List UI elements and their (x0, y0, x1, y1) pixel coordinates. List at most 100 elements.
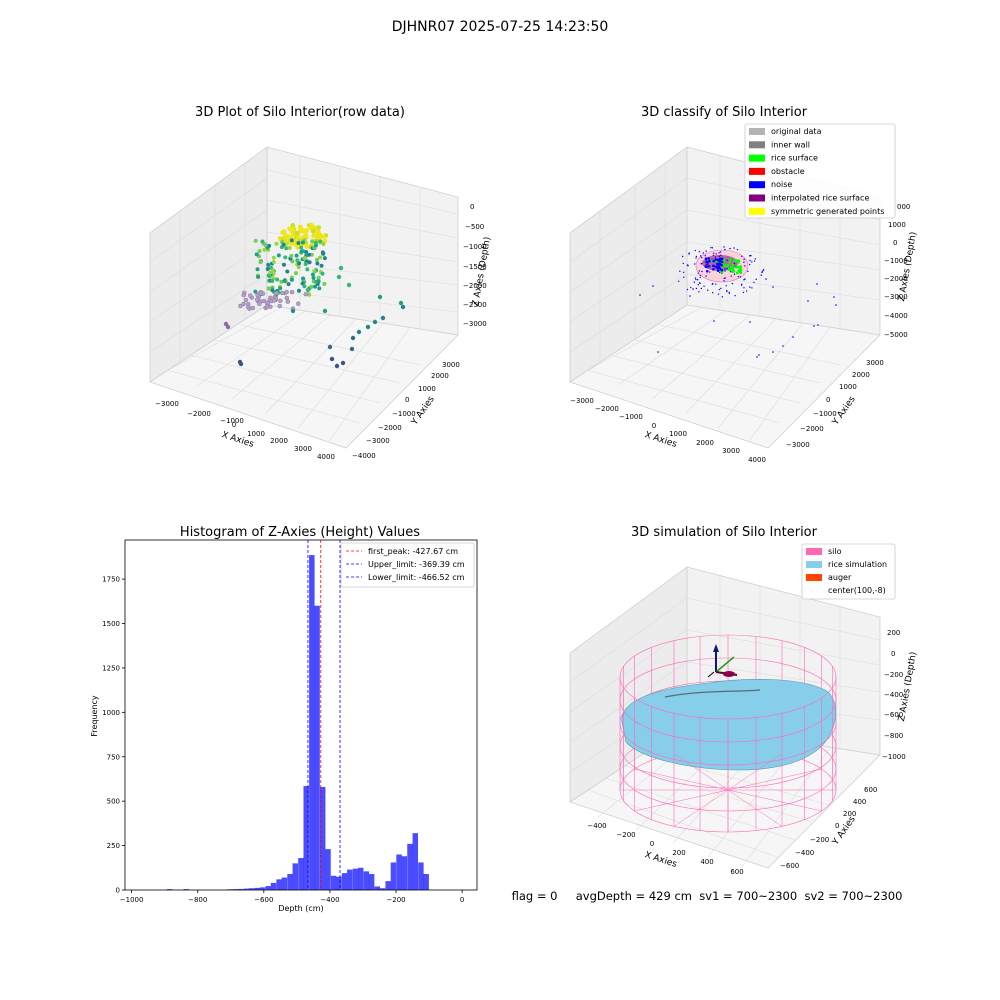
classify-point (743, 258, 745, 261)
classify-z-tick: −4000 (884, 312, 908, 320)
auger-and-axes-marker (707, 644, 738, 678)
classify-point (652, 285, 654, 287)
histogram-bar (374, 886, 380, 890)
raw-point (270, 278, 275, 283)
simulation-x-tick: −400 (587, 822, 606, 830)
classify-point (688, 253, 690, 255)
histogram-bar (166, 889, 173, 890)
classify-point (733, 247, 735, 249)
classify-point (720, 254, 722, 256)
classify-point (682, 271, 685, 274)
legend-swatch (749, 128, 765, 135)
raw-point (247, 293, 253, 298)
classify-point (749, 286, 751, 288)
classify-point (762, 268, 765, 271)
raw-point (322, 281, 327, 286)
classify-point (714, 256, 717, 258)
raw-point (304, 249, 309, 254)
histogram-x-ticks: −1000 −800 −600 −400 −200 0 (120, 890, 464, 904)
classify-point (707, 289, 709, 291)
simulation-y-label: Y Axies (830, 814, 858, 847)
histogram-bar (320, 786, 326, 890)
classify-point (703, 285, 705, 287)
raw-y-tick: −1000 (392, 410, 416, 418)
raw-z-tick: −1500 (463, 263, 487, 271)
simulation-legend-items: silo rice simulation auger center(100,-8) (806, 547, 887, 595)
classify-point (692, 288, 694, 290)
raw-y-tick: −4000 (352, 452, 376, 460)
raw-point (398, 300, 404, 306)
raw-point (267, 274, 272, 279)
classify-point (835, 304, 837, 306)
raw-point (271, 271, 276, 276)
simulation-x-ticks: −400 −200 0 200 400 600 (587, 822, 743, 876)
classify-point (745, 290, 748, 292)
classify-point (761, 271, 763, 274)
legend-swatch (806, 548, 822, 555)
classify-point (695, 255, 698, 258)
histogram-bar (385, 881, 391, 890)
classify-point (741, 255, 743, 257)
classify-point (679, 270, 681, 273)
silo-floor-spoke (727, 789, 783, 827)
raw-y-tick: 0 (405, 396, 409, 404)
raw-point (321, 241, 326, 246)
raw-point (260, 239, 265, 244)
classify-point (749, 259, 751, 262)
raw-point (307, 292, 312, 297)
classify-point (729, 247, 731, 250)
histogram-x-tick: 0 (460, 896, 464, 904)
panel-classify-3d: 3D classify of Silo Interior (569, 105, 919, 464)
raw-point (293, 271, 298, 276)
histogram-bar (363, 871, 370, 890)
simulation-z-tick: −800 (884, 732, 903, 740)
histogram-x-tick: −1000 (120, 896, 144, 904)
histogram-bar (347, 869, 353, 890)
raw-point (318, 239, 323, 244)
classify-point (742, 291, 745, 294)
classify-point (714, 265, 718, 269)
raw-x-tick: −3000 (155, 400, 179, 408)
raw-point (303, 232, 309, 238)
raw-point (238, 303, 243, 309)
raw-point (276, 253, 281, 258)
raw-x-tick: 0 (232, 421, 236, 429)
raw-point (315, 261, 320, 266)
raw-z-tick: 0 (470, 203, 474, 211)
raw-point (321, 251, 326, 256)
raw-x-tick: 2000 (270, 437, 288, 445)
classify-point (714, 258, 718, 261)
classify-point (728, 291, 730, 294)
classify-x-ticks: −3000 −2000 −1000 0 1000 2000 3000 4000 (570, 397, 766, 464)
simulation-y-tick: −200 (810, 836, 829, 844)
simulation-y-tick: 400 (853, 798, 866, 806)
legend-swatch (806, 574, 822, 581)
raw-point (307, 252, 312, 257)
panel-histogram: Histogram of Z-Axies (Height) Values −10… (90, 525, 478, 913)
raw-point (340, 360, 346, 366)
classify-point (704, 255, 707, 257)
simulation-z-label: Z Axies (Depth) (897, 651, 919, 722)
simulation-plot-title: 3D simulation of Silo Interior (631, 525, 818, 540)
legend-label: inner wall (771, 140, 810, 149)
raw-point (336, 274, 342, 280)
classify-point (720, 287, 722, 290)
raw-point (257, 301, 262, 307)
raw-x-tick: −1000 (220, 417, 244, 425)
classify-point (694, 249, 697, 252)
raw-point (305, 267, 310, 272)
raw-point (271, 255, 276, 260)
classify-point (705, 275, 707, 277)
simulation-x-tick: 200 (672, 849, 685, 857)
classify-point (696, 279, 699, 281)
raw-y-tick: 3000 (442, 361, 460, 369)
classify-point (758, 354, 760, 356)
raw-point (302, 284, 307, 289)
classify-point (718, 255, 720, 258)
classify-x-tick: 2000 (696, 439, 714, 447)
classify-point (701, 270, 703, 273)
silo-floor-spoke (727, 753, 783, 791)
classify-point (698, 270, 701, 272)
classify-point (720, 260, 724, 264)
classify-z-tick: −2000 (884, 275, 908, 283)
